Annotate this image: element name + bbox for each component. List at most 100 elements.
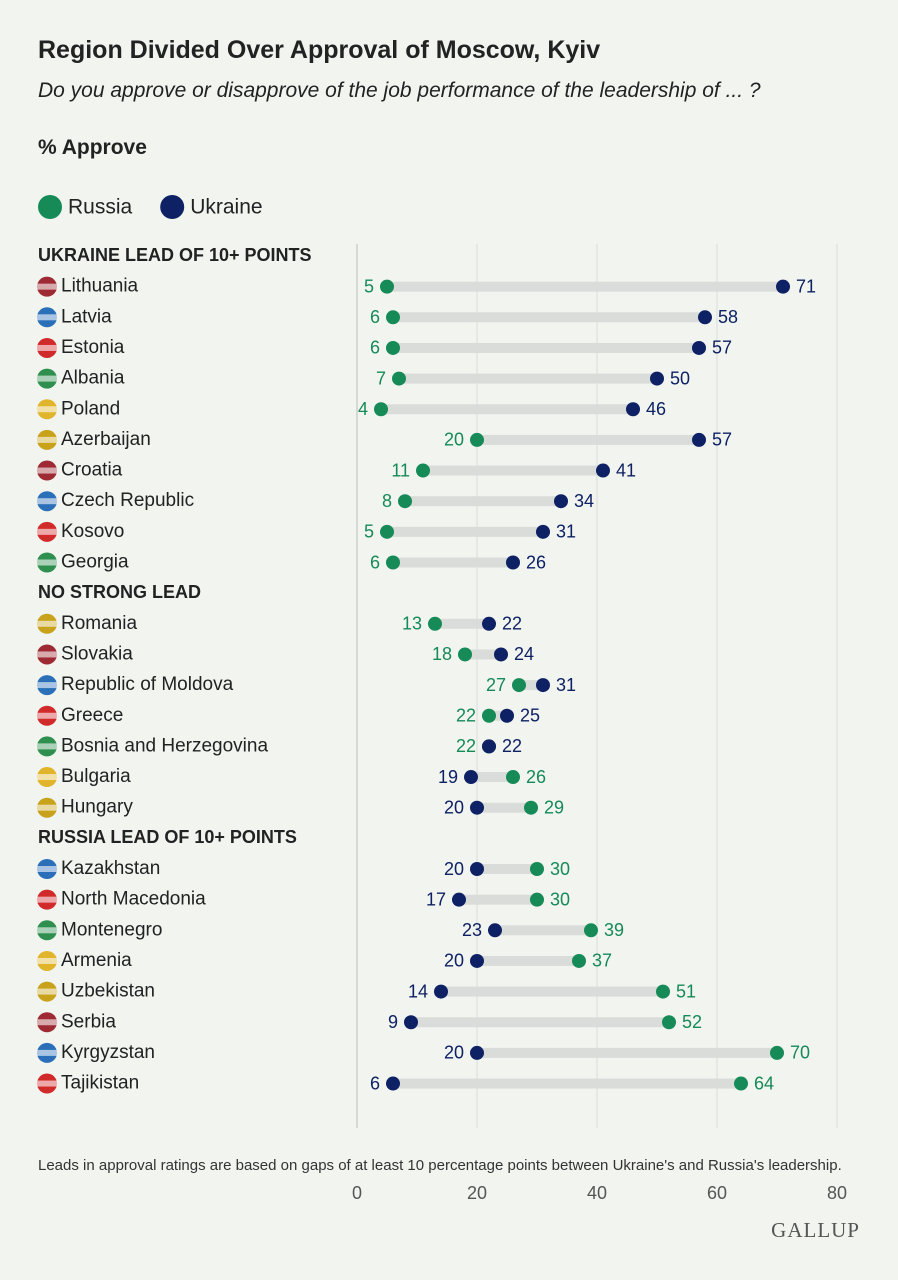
group-label: RUSSIA LEAD OF 10+ POINTS xyxy=(38,827,297,847)
dot xyxy=(380,524,394,539)
category-label: Republic of Moldova xyxy=(61,674,234,695)
value-label: % Approve xyxy=(38,136,147,159)
dot xyxy=(416,463,430,478)
dot xyxy=(434,984,448,999)
dot xyxy=(650,371,664,386)
category-label: Poland xyxy=(61,398,120,419)
dot xyxy=(500,708,514,723)
category-label: Tajikistan xyxy=(61,1073,139,1094)
category-label: Romania xyxy=(61,613,137,634)
dot xyxy=(404,1015,418,1030)
dot xyxy=(470,800,484,815)
category-label: Kosovo xyxy=(61,521,124,542)
category-label: Armenia xyxy=(61,950,132,971)
subtitle: Do you approve or disapprove of the job … xyxy=(38,79,761,102)
dot xyxy=(536,524,550,539)
value-label: 7 xyxy=(376,368,386,388)
value-label: 11 xyxy=(391,460,410,480)
legend-marker xyxy=(160,195,185,219)
value-label: 52 xyxy=(682,1012,702,1032)
category-label: Hungary xyxy=(61,797,133,818)
range-bar xyxy=(471,772,513,783)
value-label: 6 xyxy=(370,1073,380,1093)
value-label: 19 xyxy=(438,767,458,787)
range-bar xyxy=(393,342,699,353)
flag-stripe xyxy=(37,682,57,689)
value-label: 41 xyxy=(616,460,636,480)
range-bar xyxy=(405,496,561,507)
dot xyxy=(470,862,484,876)
dot xyxy=(626,402,640,417)
flag-stripe xyxy=(37,957,57,964)
value-label: 13 xyxy=(402,614,422,634)
flag-stripe xyxy=(37,651,57,658)
value-label: 25 xyxy=(520,706,540,726)
value-label: 22 xyxy=(456,706,476,726)
source: GALLUP xyxy=(771,1218,860,1242)
range-bar xyxy=(423,465,603,476)
dot xyxy=(494,647,508,662)
dot xyxy=(386,555,400,570)
value-label: 71 xyxy=(796,276,816,296)
value-label: 46 xyxy=(646,399,666,419)
flag-stripe xyxy=(37,896,57,903)
category-label: North Macedonia xyxy=(61,889,206,910)
value-label: 27 xyxy=(486,675,506,695)
dot xyxy=(536,678,550,693)
dot xyxy=(482,616,496,631)
value-label: 29 xyxy=(544,797,564,817)
category-label: Albania xyxy=(61,368,125,389)
dot xyxy=(506,770,520,785)
dot xyxy=(452,892,466,907)
dot xyxy=(386,340,400,355)
value-label: 31 xyxy=(556,675,576,695)
flag-stripe xyxy=(37,436,57,443)
dot xyxy=(572,953,586,968)
value-label: 18 xyxy=(432,644,452,664)
value-label: 31 xyxy=(556,522,576,542)
legend-label: Russia xyxy=(68,196,133,219)
dot xyxy=(470,953,484,968)
flag-stripe xyxy=(37,712,57,719)
dot xyxy=(512,678,526,693)
category-label: Serbia xyxy=(61,1011,116,1032)
flag-stripe xyxy=(37,406,57,413)
range-bar xyxy=(477,802,531,813)
range-bar xyxy=(441,986,663,997)
dot xyxy=(428,616,442,631)
value-label: 5 xyxy=(364,522,374,542)
value-label: 22 xyxy=(502,614,522,634)
value-label: 30 xyxy=(550,889,570,909)
range-bar xyxy=(477,434,699,445)
value-label: 20 xyxy=(444,859,464,879)
range-bar xyxy=(411,1017,669,1028)
category-label: Georgia xyxy=(61,552,129,573)
range-bar xyxy=(381,404,633,415)
flag-stripe xyxy=(37,1080,57,1087)
category-label: Montenegro xyxy=(61,919,162,940)
value-label: 26 xyxy=(526,767,546,787)
legend-marker xyxy=(38,195,62,219)
category-label: Czech Republic xyxy=(61,490,194,511)
chart-title: Region Divided Over Approval of Moscow, … xyxy=(38,36,601,64)
dot xyxy=(386,1076,400,1091)
dot xyxy=(530,862,544,876)
category-label: Azerbaijan xyxy=(61,429,151,450)
flag-stripe xyxy=(37,620,57,627)
value-label: 70 xyxy=(790,1043,810,1063)
x-tick-label: 0 xyxy=(352,1183,362,1203)
value-label: 39 xyxy=(604,920,624,940)
flag-stripe xyxy=(37,559,57,566)
category-label: Bosnia and Herzegovina xyxy=(61,735,268,756)
value-label: 34 xyxy=(574,491,594,511)
flag-stripe xyxy=(37,774,57,781)
value-label: 58 xyxy=(718,307,738,327)
value-label: 37 xyxy=(592,951,612,971)
value-label: 22 xyxy=(456,736,476,756)
dot xyxy=(470,432,484,447)
range-bar xyxy=(477,1047,777,1058)
dot xyxy=(506,555,520,570)
dot xyxy=(698,310,712,325)
